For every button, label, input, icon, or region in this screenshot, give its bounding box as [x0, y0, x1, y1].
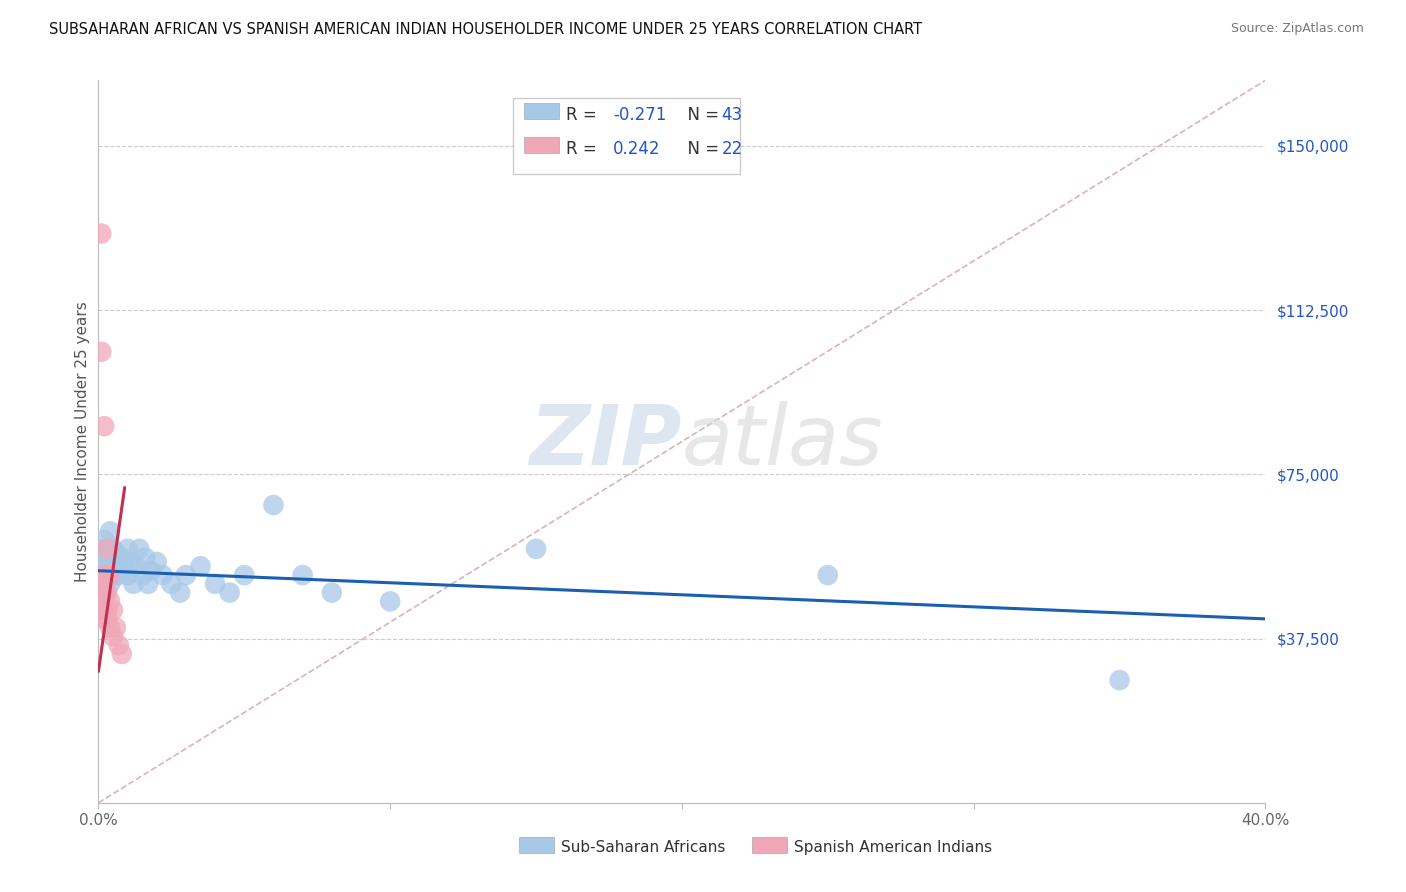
Text: SUBSAHARAN AFRICAN VS SPANISH AMERICAN INDIAN HOUSEHOLDER INCOME UNDER 25 YEARS : SUBSAHARAN AFRICAN VS SPANISH AMERICAN I… — [49, 22, 922, 37]
Text: N =: N = — [678, 140, 724, 158]
Text: Source: ZipAtlas.com: Source: ZipAtlas.com — [1230, 22, 1364, 36]
Point — [98, 577, 121, 591]
Point — [524, 541, 547, 556]
Text: atlas: atlas — [682, 401, 883, 482]
Point — [96, 559, 118, 574]
Point — [117, 568, 139, 582]
Point — [96, 612, 118, 626]
Point — [93, 594, 115, 608]
Point — [93, 603, 115, 617]
Point — [139, 564, 162, 578]
Point — [120, 555, 142, 569]
Point — [817, 568, 839, 582]
Point — [114, 559, 136, 574]
FancyBboxPatch shape — [752, 838, 787, 854]
Point — [152, 568, 174, 582]
Point — [111, 647, 134, 661]
Point — [96, 568, 118, 582]
Point — [108, 568, 131, 582]
Point — [125, 559, 148, 574]
Text: ZIP: ZIP — [529, 401, 682, 482]
Point — [218, 585, 240, 599]
FancyBboxPatch shape — [513, 98, 741, 174]
Point — [128, 541, 150, 556]
Point — [90, 568, 112, 582]
Text: 43: 43 — [721, 106, 742, 124]
Point — [233, 568, 256, 582]
Point — [90, 594, 112, 608]
Y-axis label: Householder Income Under 25 years: Householder Income Under 25 years — [75, 301, 90, 582]
Point — [321, 585, 343, 599]
Point — [108, 638, 131, 652]
Point — [98, 594, 121, 608]
Point — [101, 541, 124, 556]
Point — [93, 568, 115, 582]
Text: R =: R = — [567, 106, 602, 124]
Point — [131, 568, 153, 582]
Point — [96, 603, 118, 617]
Text: N =: N = — [678, 106, 724, 124]
FancyBboxPatch shape — [524, 103, 560, 119]
Point — [291, 568, 314, 582]
Point — [1108, 673, 1130, 688]
Point — [90, 344, 112, 359]
Point — [104, 546, 127, 560]
Point — [380, 594, 402, 608]
Text: 0.242: 0.242 — [613, 140, 661, 158]
Text: Sub-Saharan Africans: Sub-Saharan Africans — [561, 840, 725, 855]
Text: -0.271: -0.271 — [613, 106, 666, 124]
Point — [101, 629, 124, 643]
Point — [93, 541, 115, 556]
Point — [93, 419, 115, 434]
Point — [134, 550, 156, 565]
Point — [98, 524, 121, 539]
Point — [90, 555, 112, 569]
Point — [190, 559, 212, 574]
Point — [101, 555, 124, 569]
Point — [111, 550, 134, 565]
Point — [204, 577, 226, 591]
Point — [93, 568, 115, 582]
Point — [122, 577, 145, 591]
Point — [104, 621, 127, 635]
Point — [136, 577, 159, 591]
Point — [93, 585, 115, 599]
Point — [96, 585, 118, 599]
Point — [93, 533, 115, 547]
Text: R =: R = — [567, 140, 602, 158]
Text: Spanish American Indians: Spanish American Indians — [794, 840, 993, 855]
Point — [101, 603, 124, 617]
Point — [90, 603, 112, 617]
Point — [169, 585, 191, 599]
Text: 22: 22 — [721, 140, 742, 158]
Point — [98, 568, 121, 582]
Point — [160, 577, 183, 591]
Point — [98, 621, 121, 635]
Point — [104, 568, 127, 582]
FancyBboxPatch shape — [519, 838, 554, 854]
Point — [146, 555, 169, 569]
Point — [96, 546, 118, 560]
Point — [108, 555, 131, 569]
Point — [96, 541, 118, 556]
Point — [262, 498, 284, 512]
Point — [93, 612, 115, 626]
Point — [174, 568, 197, 582]
Point — [117, 541, 139, 556]
Point — [90, 585, 112, 599]
Point — [90, 227, 112, 241]
FancyBboxPatch shape — [524, 136, 560, 153]
Point — [111, 564, 134, 578]
